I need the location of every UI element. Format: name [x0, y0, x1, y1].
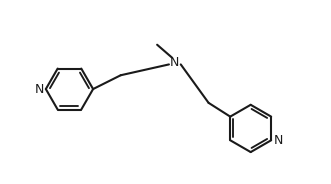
Text: N: N [273, 134, 283, 147]
Text: N: N [34, 83, 44, 95]
Text: N: N [170, 56, 179, 69]
